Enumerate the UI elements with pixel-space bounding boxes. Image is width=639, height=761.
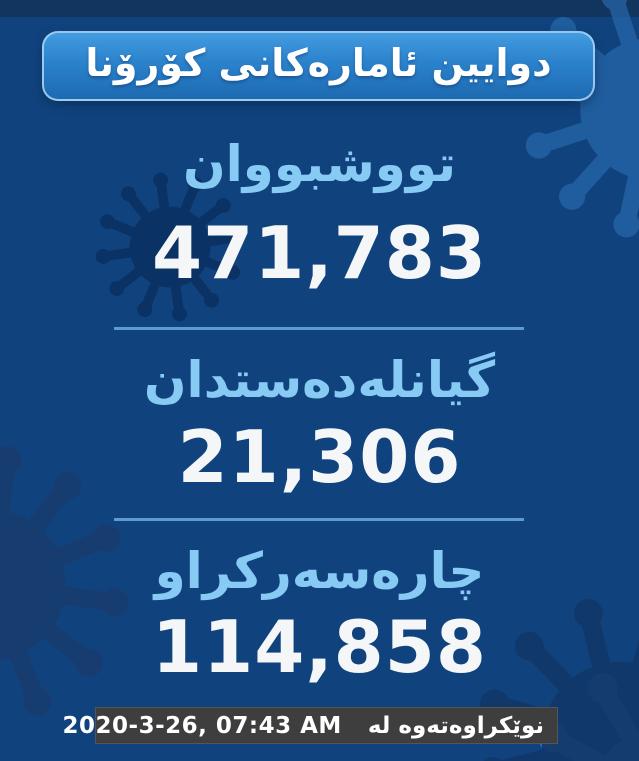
update-time-bar: نوێكراوەتەوە لە 2020-3-26, 07:43 AM <box>63 707 558 744</box>
stat-infected-label: تووشبووان <box>182 135 457 193</box>
stat-deaths-label: گيانلەدەستدان <box>143 351 496 409</box>
update-timestamp: 2020-3-26, 07:43 AM <box>62 712 342 739</box>
updated-at-label: نوێكراوەتەوە لە <box>367 712 544 739</box>
stat-recovered-label: چارەسەركراو <box>154 542 485 600</box>
top-dark-strip <box>0 0 639 17</box>
divider <box>114 327 524 330</box>
stat-deaths-value: 21,306 <box>177 415 462 499</box>
stat-infected-value: 471,783 <box>152 211 487 295</box>
stat-recovered-value: 114,858 <box>152 605 487 689</box>
header-banner: دوايين ئامارەكانی كۆرۆنا <box>42 31 595 101</box>
page-title: دوايين ئامارەكانی كۆرۆنا <box>85 41 552 85</box>
divider <box>114 518 524 521</box>
